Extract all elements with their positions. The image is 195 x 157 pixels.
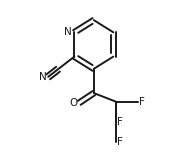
Text: F: F bbox=[117, 117, 123, 127]
Text: O: O bbox=[70, 98, 78, 108]
Text: N: N bbox=[39, 72, 46, 82]
Text: N: N bbox=[65, 27, 72, 37]
Text: F: F bbox=[117, 137, 123, 147]
Text: F: F bbox=[139, 97, 145, 107]
